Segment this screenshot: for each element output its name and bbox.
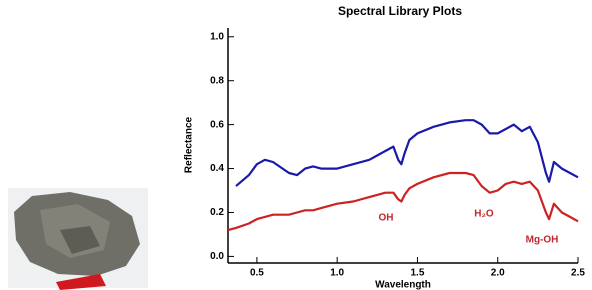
chart-title: Spectral Library Plots: [338, 4, 462, 18]
page: Spectral Library Plots Reflectance Wavel…: [0, 0, 592, 290]
y-tick-label: 1.0: [210, 31, 224, 42]
x-tick-label: 1.5: [410, 268, 424, 279]
y-tick-label: 0.0: [210, 251, 224, 262]
x-tick-label: 2.0: [491, 268, 505, 279]
y-axis-label: Reflectance: [184, 116, 195, 173]
x-tick-label: 1.0: [330, 268, 344, 279]
y-tick-label: 0.4: [210, 163, 224, 174]
y-tick-label: 0.8: [210, 75, 224, 86]
y-tick-label: 0.2: [210, 207, 224, 218]
spectrum-line: [228, 173, 578, 230]
y-tick-label: 0.6: [210, 119, 224, 130]
spectrum-line: [236, 120, 578, 186]
x-tick-label: 2.5: [571, 268, 585, 279]
annotation: Mg-OH: [526, 235, 559, 246]
annotation: H₂O: [474, 209, 494, 220]
rock-photo: [8, 188, 148, 290]
x-axis-label: Wavelength: [375, 280, 431, 290]
x-tick-label: 0.5: [250, 268, 264, 279]
annotation: OH: [379, 213, 394, 224]
